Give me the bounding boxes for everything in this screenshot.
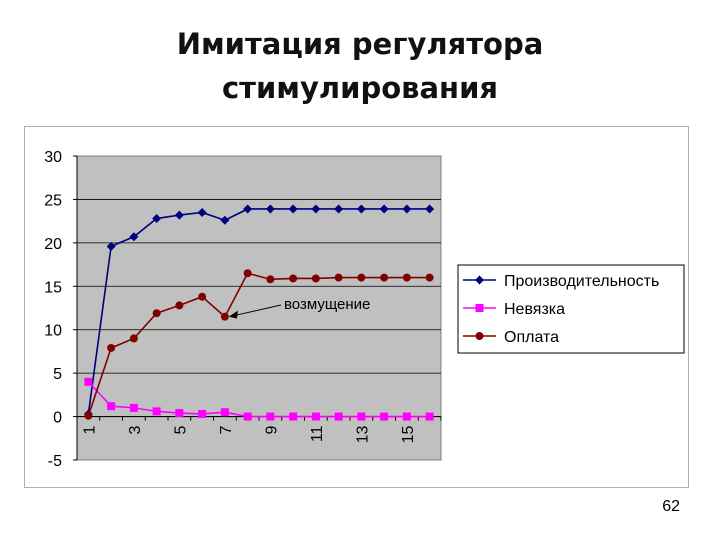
series-1-point xyxy=(379,204,389,214)
series-3-point xyxy=(334,273,343,282)
series-3-point xyxy=(425,273,434,282)
series-3-point xyxy=(289,274,298,283)
series-1-point xyxy=(265,204,275,214)
series-line-3 xyxy=(87,272,430,416)
series-2-point xyxy=(425,412,434,421)
series-2-point xyxy=(107,402,116,411)
series-3-point xyxy=(107,343,116,352)
series-2-point xyxy=(198,409,207,418)
series-2-point xyxy=(266,412,275,421)
series-1-point xyxy=(425,204,435,214)
series-2-point xyxy=(402,412,411,421)
series-line-1 xyxy=(87,208,430,415)
legend: Производительность Невязка Оплата xyxy=(457,264,685,354)
series-layer xyxy=(83,204,435,421)
series-3-point xyxy=(84,411,93,420)
slide-title-line-1: Имитация регулятора xyxy=(176,27,544,61)
series-1-point xyxy=(402,204,412,214)
y-tick-label: 20 xyxy=(44,236,62,253)
series-1-point xyxy=(356,204,366,214)
series-3-point xyxy=(220,312,229,321)
legend-marker xyxy=(475,304,484,312)
series-2-point xyxy=(334,412,343,421)
series-1-point xyxy=(174,210,184,220)
series-3-point xyxy=(129,334,138,343)
series-3-point xyxy=(402,273,411,282)
series-3-point xyxy=(357,273,366,282)
legend-label: Производительность xyxy=(504,273,659,290)
series-1-point xyxy=(106,241,116,251)
legend-marker xyxy=(475,332,484,340)
y-tick-label: 15 xyxy=(44,279,62,296)
legend-label: Оплата xyxy=(504,329,559,346)
series-2-point xyxy=(152,407,161,416)
series-1-point xyxy=(152,214,162,224)
series-1-point xyxy=(243,204,253,214)
series-2-point xyxy=(243,412,252,421)
y-tick-label: 5 xyxy=(53,366,62,383)
page-number: 62 xyxy=(662,498,680,515)
series-2-point xyxy=(311,412,320,421)
series-2-point xyxy=(175,409,184,418)
x-tick-label: 5 xyxy=(172,425,189,434)
x-tick-label: 15 xyxy=(400,425,417,443)
y-tick-label: -5 xyxy=(48,453,62,470)
series-3-point xyxy=(311,274,320,283)
series-1-point xyxy=(220,215,230,225)
series-3-point xyxy=(380,273,389,282)
series-line-2 xyxy=(87,381,430,418)
series-2-point xyxy=(357,412,366,421)
annotation-arrow-line xyxy=(233,304,282,317)
x-tick-label: 11 xyxy=(309,425,326,442)
series-1-point xyxy=(334,204,344,214)
series-3-point xyxy=(175,301,184,310)
slide-title-line-2: стимулирования xyxy=(221,71,499,105)
x-tick-label: 9 xyxy=(263,425,280,434)
y-tick-label: 10 xyxy=(44,323,62,340)
series-1-point xyxy=(311,204,321,214)
annotation-arrow-head xyxy=(228,310,238,319)
x-tick-label: 1 xyxy=(81,425,98,434)
y-tick-label: 30 xyxy=(44,149,62,166)
legend-marker xyxy=(475,275,484,285)
series-2-point xyxy=(84,377,93,386)
series-2-point xyxy=(380,412,389,421)
y-tick-label: 0 xyxy=(53,410,62,427)
series-2-point xyxy=(220,408,229,417)
series-2-point xyxy=(129,403,138,412)
slide-title: Имитация регулятора стимулирования xyxy=(0,22,720,110)
series-3-point xyxy=(266,275,275,284)
x-tick-label: 13 xyxy=(354,425,371,443)
annotation-label: возмущение xyxy=(284,296,370,313)
series-1-point xyxy=(129,232,139,242)
series-3-point xyxy=(243,269,252,278)
annotation-layer: возмущение xyxy=(228,296,370,319)
series-2-point xyxy=(289,412,298,421)
legend-label: Невязка xyxy=(504,301,565,318)
x-tick-label: 3 xyxy=(127,425,144,434)
series-3-point xyxy=(198,292,207,301)
series-1-point xyxy=(288,204,298,214)
series-3-point xyxy=(152,309,161,318)
series-1-point xyxy=(197,207,207,217)
x-tick-label: 7 xyxy=(218,425,235,434)
y-tick-label: 25 xyxy=(44,192,62,209)
